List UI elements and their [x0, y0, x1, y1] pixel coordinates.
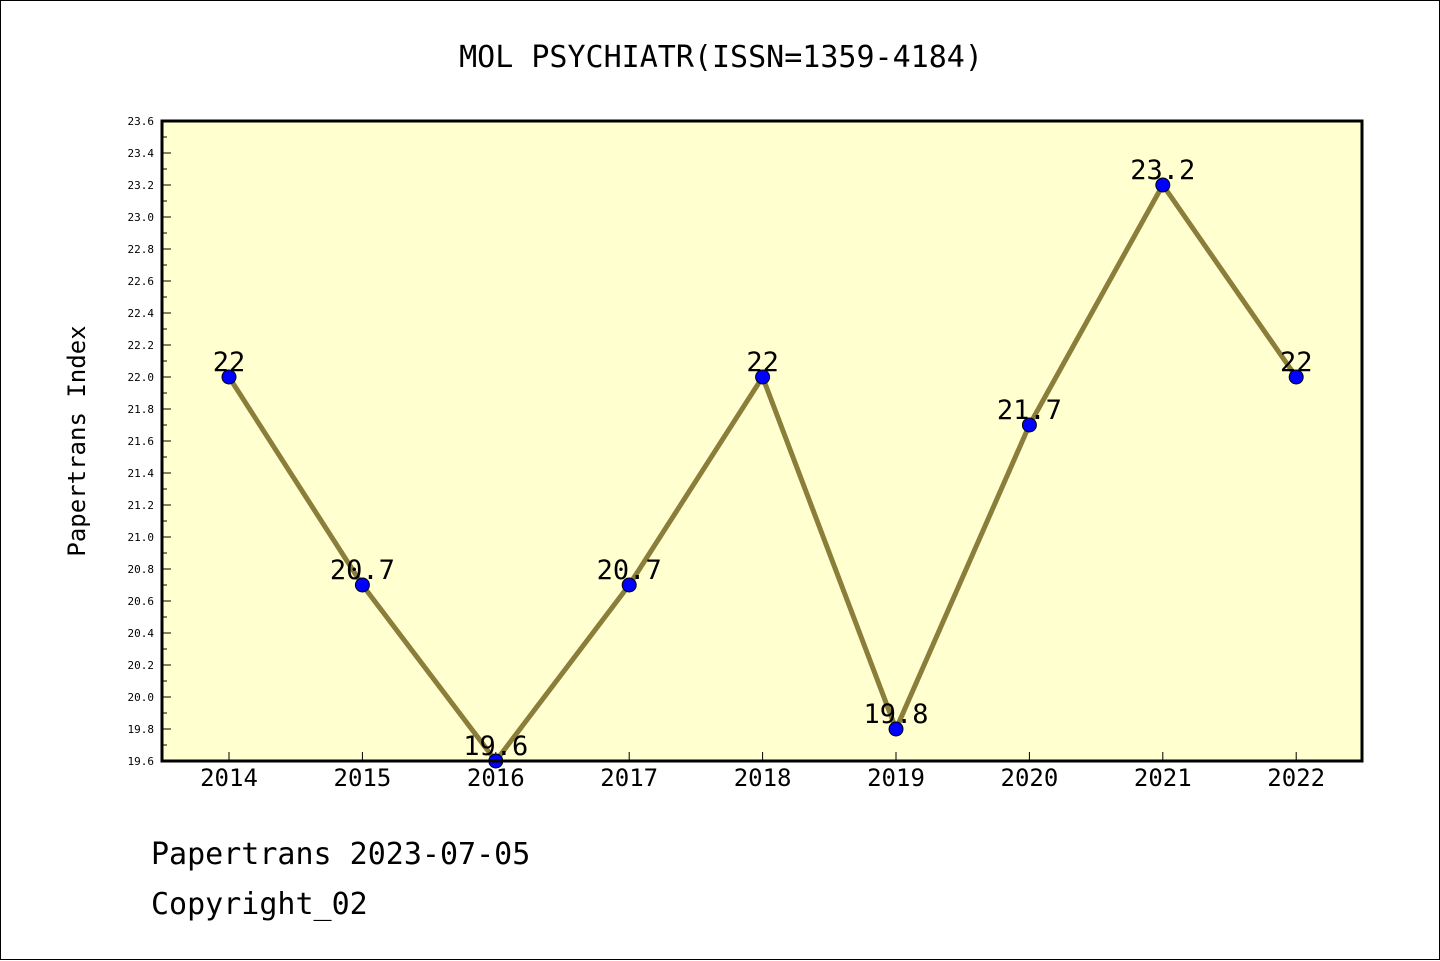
y-tick-label: 20.0	[128, 691, 155, 704]
data-point	[621, 577, 637, 593]
y-tick-label: 23.0	[128, 211, 155, 224]
plot-border	[160, 119, 1364, 763]
data-point	[888, 721, 904, 737]
y-tick-label: 20.6	[128, 595, 155, 608]
y-tick-label: 22.2	[128, 339, 155, 352]
data-label: 22	[213, 347, 246, 378]
data-label: 19.8	[863, 699, 928, 730]
y-tick-label: 19.8	[128, 723, 155, 736]
y-tick-label: 20.2	[128, 659, 155, 672]
y-tick-label: 21.2	[128, 499, 155, 512]
y-tick-label: 21.0	[128, 531, 155, 544]
y-tick-label: 22.4	[128, 307, 155, 320]
y-tick-label: 21.4	[128, 467, 155, 480]
data-point	[1155, 177, 1171, 193]
data-label: 21.7	[997, 395, 1062, 426]
x-tick-label: 2021	[1134, 764, 1192, 792]
x-tick-label: 2015	[334, 764, 392, 792]
data-point	[1021, 417, 1037, 433]
y-tick-label: 22.6	[128, 275, 155, 288]
x-tick-label: 2019	[867, 764, 925, 792]
chart-title: MOL PSYCHIATR(ISSN=1359-4184)	[459, 40, 983, 75]
data-point	[354, 577, 370, 593]
y-axis-label: Papertrans Index	[63, 325, 91, 556]
x-tick-label: 2018	[734, 764, 792, 792]
data-label: 22	[746, 347, 779, 378]
y-tick-label: 20.4	[128, 627, 155, 640]
y-tick-label: 21.6	[128, 435, 155, 448]
data-label: 20.7	[330, 555, 395, 586]
x-tick-label: 2014	[200, 764, 258, 792]
x-tick-label: 2022	[1267, 764, 1325, 792]
y-tick-label: 22.8	[128, 243, 155, 256]
y-tick-label: 22.0	[128, 371, 155, 384]
y-tick-label: 20.8	[128, 563, 155, 576]
y-tick-label: 23.6	[128, 115, 155, 128]
data-point	[755, 369, 771, 385]
footer-copyright-text: Copyright_02	[151, 887, 368, 922]
y-tick-label: 23.4	[128, 147, 155, 160]
x-tick-label: 2020	[1001, 764, 1059, 792]
data-label: 19.6	[463, 731, 528, 762]
x-tick-label: 2016	[467, 764, 525, 792]
data-point	[1288, 369, 1304, 385]
data-point	[221, 369, 237, 385]
data-label: 22	[1280, 347, 1313, 378]
y-tick-label: 19.6	[128, 755, 155, 768]
y-tick-label: 21.8	[128, 403, 155, 416]
y-tick-label: 23.2	[128, 179, 155, 192]
data-label: 23.2	[1130, 155, 1195, 186]
plot-area	[162, 121, 1362, 761]
footer-date-text: Papertrans 2023-07-05	[151, 837, 531, 872]
data-label: 20.7	[597, 555, 662, 586]
x-tick-label: 2017	[600, 764, 658, 792]
